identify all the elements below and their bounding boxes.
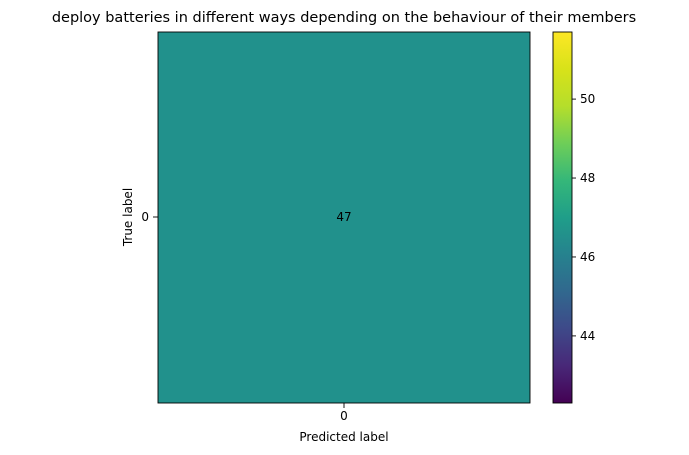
colorbar-tick-label: 48 — [580, 171, 595, 185]
y-axis-label: True label — [121, 188, 135, 247]
colorbar: 44 46 48 50 — [552, 31, 595, 404]
plot-area: 47 — [157, 31, 531, 404]
chart-title: deploy batteries in different ways depen… — [52, 10, 636, 26]
colorbar-tick-label: 46 — [580, 250, 595, 264]
colorbar-gradient — [553, 32, 572, 403]
x-axis: 0 Predicted label — [299, 403, 389, 444]
cell-value-label: 47 — [336, 210, 351, 224]
x-axis-label: Predicted label — [299, 430, 388, 444]
colorbar-tick-label: 50 — [580, 92, 595, 106]
colorbar-frame — [552, 31, 573, 404]
y-tick-label: 0 — [141, 210, 149, 224]
matrix-cell — [158, 32, 530, 403]
x-tick-label: 0 — [340, 409, 348, 423]
y-axis: 0 True label — [121, 188, 158, 247]
colorbar-tick-label: 44 — [580, 329, 595, 343]
